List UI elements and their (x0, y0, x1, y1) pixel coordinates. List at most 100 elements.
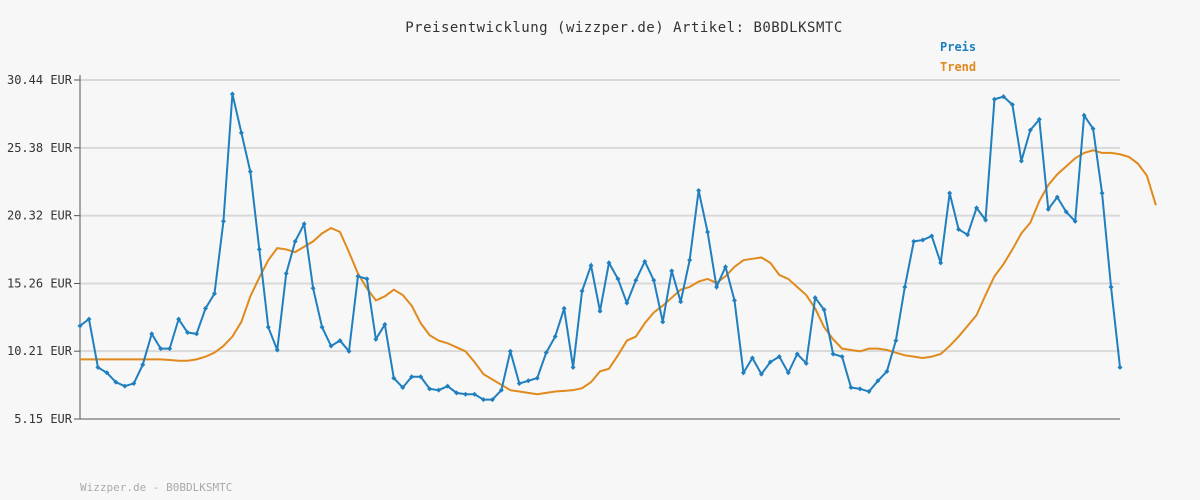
preis-point (310, 285, 316, 291)
preis-line (79, 93, 1121, 401)
preis-point (418, 374, 424, 380)
legend-trend: Trend (940, 60, 977, 74)
preis-point (498, 387, 504, 393)
preis-point (696, 187, 702, 193)
preis-point (1108, 284, 1114, 290)
y-tick-label: 25.38 EUR (7, 141, 73, 155)
y-tick-label: 15.26 EUR (7, 276, 73, 290)
preis-point (1009, 102, 1015, 108)
preis-point (1054, 194, 1060, 200)
preis-point (893, 338, 899, 344)
preis-point (113, 379, 119, 385)
preis-point (758, 371, 764, 377)
preis-point (866, 389, 872, 395)
preis-point (929, 233, 935, 239)
preis-point (642, 258, 648, 264)
trend-line (80, 149, 1157, 396)
preis-point (794, 351, 800, 357)
footer-caption: Wizzper.de - B0BDLKSMTC (80, 481, 233, 494)
preis-point (579, 288, 585, 294)
preis-point (956, 226, 962, 232)
preis-point (723, 264, 729, 270)
preis-point (211, 291, 217, 297)
preis-point (104, 370, 110, 376)
preis-point (319, 324, 325, 330)
preis-point (247, 169, 253, 175)
preis-point (1099, 190, 1105, 196)
preis-point (938, 260, 944, 266)
preis-point (373, 336, 379, 342)
preis-point (301, 221, 307, 227)
chart-title: Preisentwicklung (wizzper.de) Artikel: B… (405, 20, 843, 36)
preis-point (911, 238, 917, 244)
preis-point (857, 386, 863, 392)
preis-point (705, 229, 711, 235)
preis-point (606, 260, 612, 266)
preis-point (821, 307, 827, 313)
preis-point (400, 384, 406, 390)
preis-point (884, 368, 890, 374)
preis-point (1072, 218, 1078, 224)
preis-point (1081, 112, 1087, 118)
preis-point (328, 343, 334, 349)
preis-point (1027, 127, 1033, 133)
preis-point (714, 284, 720, 290)
preis-point (1063, 209, 1069, 215)
preis-point (238, 130, 244, 136)
preis-point (140, 362, 146, 368)
preis-point (543, 350, 549, 356)
preis-point (624, 300, 630, 306)
preis-point (176, 316, 182, 322)
preis-point (991, 96, 997, 102)
preis-point (597, 308, 603, 314)
preis-point (507, 348, 513, 354)
preis-point (436, 387, 442, 393)
preis-point (615, 276, 621, 282)
preis-point (1018, 158, 1024, 164)
preis-point (194, 331, 200, 337)
preis-point (812, 295, 818, 301)
preis-point (1036, 116, 1042, 122)
preis-point (265, 324, 271, 330)
preis-point (185, 330, 191, 336)
preis-point (803, 360, 809, 366)
preis-point (875, 378, 881, 384)
preis-point (86, 316, 92, 322)
preis-point (1090, 126, 1096, 132)
preis-point (471, 391, 477, 397)
preis-point (749, 355, 755, 361)
preis-point (974, 205, 980, 211)
preis-point (346, 348, 352, 354)
preis-point (364, 276, 370, 282)
y-tick-label: 10.21 EUR (7, 344, 73, 358)
preis-point (454, 390, 460, 396)
preis-point (489, 397, 495, 403)
legend-preis: Preis (940, 40, 977, 54)
preis-point (1045, 206, 1051, 212)
y-tick-label: 30.44 EUR (7, 73, 73, 87)
preis-point (337, 338, 343, 344)
preis-point (731, 297, 737, 303)
preis-point (149, 331, 155, 337)
preis-point (902, 284, 908, 290)
preis-point (947, 190, 953, 196)
preis-point (256, 246, 262, 252)
preis-point (848, 384, 854, 390)
preis-point (740, 370, 746, 376)
preis-point (669, 268, 675, 274)
preis-point (391, 375, 397, 381)
preis-point (463, 391, 469, 397)
preis-point (1000, 94, 1006, 100)
preis-point (660, 319, 666, 325)
preis-point (445, 383, 451, 389)
preis-point (131, 380, 137, 386)
preis-point (552, 334, 558, 340)
preis-point (651, 277, 657, 283)
preis-point (480, 397, 486, 403)
preis-point (1117, 364, 1123, 370)
preis-point (77, 323, 83, 329)
preis-point (409, 374, 415, 380)
preis-point (776, 354, 782, 360)
